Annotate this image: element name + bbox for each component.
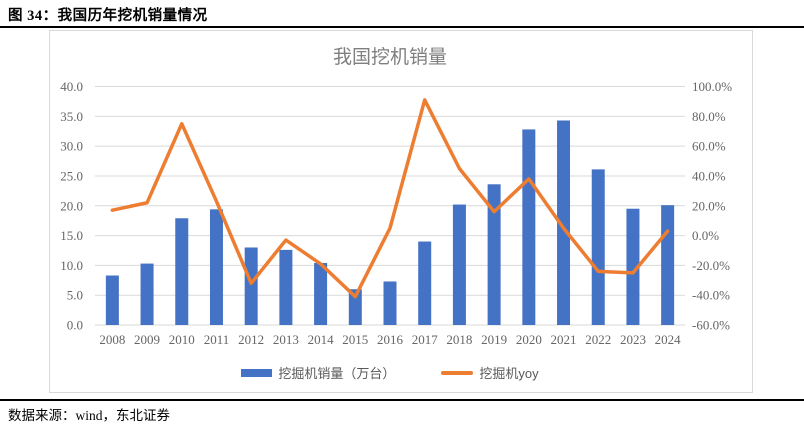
legend-label-yoy: 挖掘机yoy — [479, 366, 539, 381]
right-axis-tick-label: 40.0% — [692, 168, 726, 183]
bar-2017 — [418, 241, 432, 325]
line-series-swatch — [441, 370, 474, 375]
yoy-line — [110, 98, 670, 299]
bar-2009 — [140, 263, 154, 325]
bar-2018 — [452, 204, 466, 325]
right-axis-tick-label: -40.0% — [692, 288, 730, 303]
bar-2024 — [661, 205, 675, 325]
year-label-2017: 2017 — [412, 332, 439, 347]
year-label-2022: 2022 — [585, 332, 611, 347]
bar-2014 — [314, 262, 328, 325]
right-axis-tick-label: 60.0% — [692, 139, 726, 154]
year-label-2008: 2008 — [99, 332, 125, 347]
right-axis-tick-label: 80.0% — [692, 109, 726, 124]
left-axis-tick-label: 40.0 — [60, 79, 83, 94]
year-label-2019: 2019 — [481, 332, 507, 347]
figure-caption: 图 34：我国历年挖机销量情况 — [8, 8, 208, 24]
bar-2008 — [105, 275, 119, 325]
year-label-2018: 2018 — [446, 332, 472, 347]
year-label-2020: 2020 — [516, 332, 542, 347]
year-label-2015: 2015 — [342, 332, 368, 347]
right-axis-tick-label: 0.0% — [692, 228, 719, 243]
chart-title: 我国挖机销量 — [332, 47, 447, 68]
legend-item-yoy: 挖掘机yoy — [441, 363, 539, 382]
bar-2010 — [175, 218, 189, 325]
year-label-2010: 2010 — [169, 332, 195, 347]
left-axis-tick-label: 25.0 — [60, 168, 83, 183]
year-label-2014: 2014 — [308, 332, 335, 347]
bar-2019 — [487, 184, 501, 325]
bar-2023 — [626, 208, 640, 325]
left-axis-tick-label: 10.0 — [60, 258, 83, 273]
left-axis-tick-label: 35.0 — [60, 109, 83, 124]
legend-item-sales: 挖掘机销量（万台） — [241, 363, 395, 382]
year-label-2021: 2021 — [551, 332, 577, 347]
bar-2022 — [591, 169, 605, 325]
bar-2013 — [279, 249, 293, 325]
data-source-note: 数据来源：wind，东北证券 — [8, 408, 170, 423]
year-label-2024: 2024 — [655, 332, 682, 347]
year-label-2012: 2012 — [238, 332, 264, 347]
bar-2015 — [348, 289, 362, 325]
header-divider — [0, 26, 804, 28]
year-label-2023: 2023 — [620, 332, 646, 347]
bar-series-swatch — [241, 368, 273, 377]
right-axis-tick-label: -20.0% — [692, 258, 730, 273]
bar-2016 — [383, 281, 397, 325]
bar-2012 — [244, 247, 258, 325]
left-axis-tick-label: 0.0 — [67, 318, 83, 333]
legend-label-sales: 挖掘机销量（万台） — [278, 366, 396, 381]
right-axis-tick-label: 100.0% — [692, 79, 732, 94]
bar-2020 — [522, 129, 536, 325]
year-label-2009: 2009 — [134, 332, 160, 347]
year-label-2011: 2011 — [204, 332, 230, 347]
bar-2011 — [209, 209, 223, 325]
left-axis-tick-label: 5.0 — [67, 288, 83, 303]
bar-2021 — [557, 120, 571, 325]
right-axis-tick-label: -60.0% — [692, 318, 730, 333]
chart-legend: 挖掘机销量（万台） 挖掘机yoy — [95, 363, 685, 382]
left-axis-tick-label: 15.0 — [60, 228, 83, 243]
right-axis-tick-label: 20.0% — [692, 198, 726, 213]
left-axis-tick-label: 20.0 — [60, 198, 83, 213]
left-axis-tick-label: 30.0 — [60, 139, 83, 154]
year-label-2013: 2013 — [273, 332, 299, 347]
year-label-2016: 2016 — [377, 332, 404, 347]
footer-divider — [0, 399, 804, 401]
